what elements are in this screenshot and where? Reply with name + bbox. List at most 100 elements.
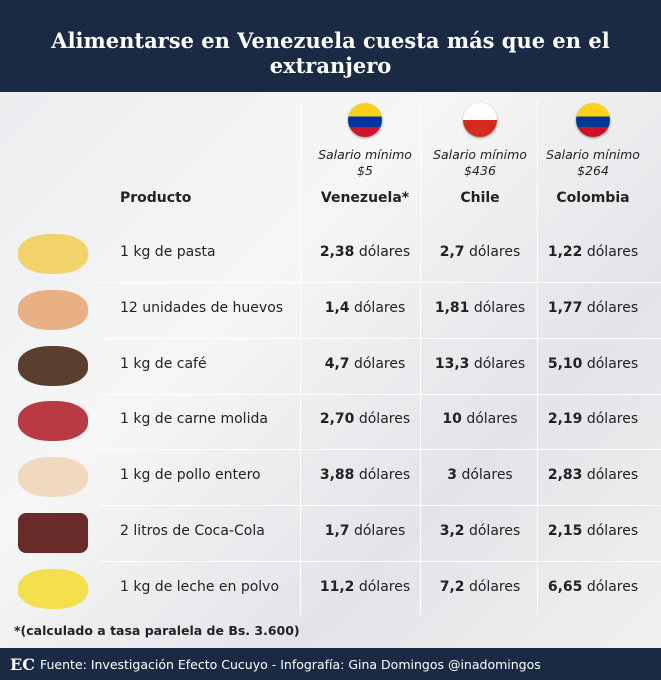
price: 3,88 dólares [308, 467, 423, 483]
price-unit: dólares [466, 411, 518, 428]
column-divider [420, 100, 421, 615]
price-amount: 2,38 [319, 244, 355, 260]
product: 1 kg de pasta [120, 244, 216, 260]
price-amount: 1,22 [547, 244, 583, 260]
logo: EC [10, 655, 35, 674]
price-unit: dólares [353, 523, 406, 539]
header: Alimentarse en Venezuela cuesta más que … [0, 0, 661, 92]
column-header: Producto [120, 190, 192, 206]
price-amount: 1,4 [324, 299, 350, 316]
row-divider [100, 337, 661, 339]
country: Venezuela* [320, 190, 410, 206]
column-divider [300, 100, 301, 615]
price: 11,2 dólares [308, 579, 423, 595]
product: 12 unidades de huevos [120, 299, 284, 316]
salary: $5 [357, 163, 373, 178]
product: 1 kg de café [120, 355, 207, 372]
product: 2 litros de Coca-Cola [120, 523, 265, 539]
price: 3,2 dólares [423, 523, 538, 539]
price: 2,19 dólares [536, 411, 651, 427]
source: Fuente: Investigación Efecto Cucuyo - In… [40, 657, 541, 672]
price-unit: dólares [586, 523, 639, 539]
product-icon [18, 513, 88, 553]
salary: $436 [464, 163, 496, 178]
price-amount: 2,15 [547, 523, 583, 539]
price-amount: 4,7 [324, 355, 350, 372]
price-amount: 2,7 [439, 244, 465, 260]
price-amount: 1,77 [547, 299, 583, 316]
price: 13,3 dólares [423, 356, 538, 372]
column-divider [537, 100, 538, 615]
product-icon [18, 289, 88, 330]
product: 1 kg de pollo entero [120, 467, 261, 484]
price: 2,38 dólares [308, 244, 423, 260]
flag [348, 103, 382, 137]
price: 6,65 dólares [536, 579, 651, 595]
footer: EC Fuente: Investigación Efecto Cucuyo -… [0, 648, 661, 680]
price-amount: 11,2 [319, 578, 355, 595]
price: 7,2 dólares [423, 579, 538, 595]
price-amount: 5,10 [547, 355, 583, 372]
price-unit: dólares [353, 355, 406, 372]
salary-label: Salario mínimo [433, 147, 527, 162]
price: 1,77 dólares [536, 300, 651, 316]
price-unit: dólares [468, 244, 521, 260]
price: 2,7 dólares [423, 244, 538, 260]
row-divider [100, 393, 661, 395]
price: 1,81 dólares [423, 300, 538, 316]
price: 2,83 dólares [536, 467, 651, 483]
price-amount: 1,7 [324, 523, 350, 539]
price-unit: dólares [586, 355, 639, 372]
product-icon [18, 234, 88, 274]
price-unit: dólares [586, 578, 639, 595]
product: 1 kg de carne molida [120, 411, 268, 428]
price-unit: dólares [353, 299, 406, 316]
price-amount: 10 [442, 411, 462, 428]
product-icon [18, 457, 88, 498]
price-amount: 1,81 [434, 299, 470, 316]
price-unit: dólares [468, 523, 521, 539]
row-divider [100, 449, 661, 451]
price-unit: dólares [473, 355, 526, 372]
price-unit: dólares [586, 467, 639, 484]
price-amount: 6,65 [547, 578, 583, 595]
product-icon [18, 345, 88, 386]
price: 1,7 dólares [308, 523, 423, 539]
price-unit: dólares [358, 578, 411, 595]
price-amount: 7,2 [439, 578, 465, 595]
price: 1,4 dólares [308, 300, 423, 316]
flag [463, 103, 497, 137]
price-unit: dólares [461, 467, 513, 484]
salary: $264 [577, 163, 609, 178]
product-icon [18, 401, 88, 442]
price: 2,15 dólares [536, 523, 651, 539]
country: Chile [460, 190, 500, 206]
country: Colombia [556, 190, 630, 206]
price: 3 dólares [423, 467, 538, 483]
salary-label: Salario mínimo [546, 147, 640, 162]
flag [576, 103, 610, 137]
price-unit: dólares [358, 411, 411, 428]
price-unit: dólares [586, 411, 639, 428]
price-unit: dólares [468, 578, 521, 595]
row-divider [100, 282, 661, 283]
price-amount: 13,3 [434, 355, 470, 372]
price-unit: dólares [358, 244, 411, 260]
price-unit: dólares [358, 467, 411, 484]
price: 4,7 dólares [308, 356, 423, 372]
product: 1 kg de leche en polvo [120, 578, 280, 595]
price-amount: 3,2 [439, 523, 465, 539]
price-amount: 3,88 [319, 467, 355, 484]
price-amount: 2,83 [547, 467, 583, 484]
price-amount: 2,19 [547, 411, 583, 428]
price: 1,22 dólares [536, 244, 651, 260]
price-unit: dólares [473, 299, 526, 316]
footnote: *(calculado a tasa paralela de Bs. 3.600… [14, 623, 300, 638]
price-unit: dólares [586, 244, 639, 260]
title: Alimentarse en Venezuela cuesta más que … [51, 28, 610, 78]
price-amount: 2,70 [319, 411, 355, 428]
product-icon [18, 568, 88, 609]
price: 5,10 dólares [536, 356, 651, 372]
price: 10 dólares [423, 411, 538, 427]
